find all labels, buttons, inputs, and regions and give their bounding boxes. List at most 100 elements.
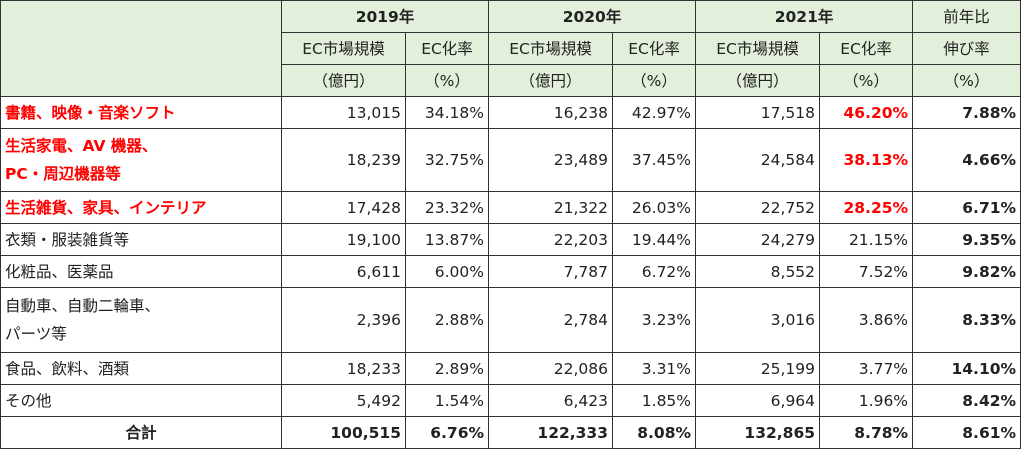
market-size-2019: 13,015 (281, 96, 406, 129)
ec-rate-2019: 13.87% (404, 223, 490, 256)
total-label: 合計 (0, 416, 282, 449)
ec-rate-2020: 19.44% (612, 223, 697, 256)
market-size-2020: 2,784 (488, 287, 614, 353)
total-ec-rate-2021: 8.78% (819, 416, 914, 449)
total-market-size-2020: 122,333 (488, 416, 614, 449)
market-size-header-2021: EC市場規模 (695, 32, 821, 65)
total-growth-rate: 8.61% (912, 416, 1022, 449)
growth-rate: 14.10% (912, 352, 1022, 385)
category-line-1: 生活家電、AV 機器、 (5, 137, 158, 155)
ec-market-table: 2019年 2020年 2021年 前年比 EC市場規模 EC化率 EC市場規模… (0, 0, 1022, 449)
ec-rate-2021: 3.86% (819, 287, 914, 353)
growth-rate: 9.35% (912, 223, 1022, 256)
ec-rate-2021: 7.52% (819, 255, 914, 288)
ec-rate-2019: 2.88% (404, 287, 490, 353)
market-size-2020: 22,203 (488, 223, 614, 256)
market-size-2019: 2,396 (281, 287, 406, 353)
total-ec-rate-2019: 6.76% (404, 416, 490, 449)
year-header-2021: 2021年 (695, 0, 914, 33)
ec-rate-2021: 21.15% (819, 223, 914, 256)
ec-rate-unit-2021: （%） (819, 64, 914, 97)
growth-rate: 8.33% (912, 287, 1022, 353)
market-size-2021: 22,752 (695, 191, 821, 224)
total-row: 合計 100,515 6.76% 122,333 8.08% 132,865 8… (0, 416, 1022, 449)
ec-rate-2021: 28.25% (819, 191, 914, 224)
growth-header-unit: （%） (912, 64, 1022, 97)
category-line-2: パーツ等 (5, 325, 67, 343)
market-size-2020: 22,086 (488, 352, 614, 385)
market-size-2020: 23,489 (488, 128, 614, 192)
market-size-2019: 6,611 (281, 255, 406, 288)
market-size-2020: 16,238 (488, 96, 614, 129)
market-size-2020: 21,322 (488, 191, 614, 224)
total-ec-rate-2020: 8.08% (612, 416, 697, 449)
ec-rate-unit-2020: （%） (612, 64, 697, 97)
category-cell: 生活雑貨、家具、インテリア (0, 191, 282, 224)
total-market-size-2021: 132,865 (695, 416, 821, 449)
ec-rate-2021: 1.96% (819, 384, 914, 417)
ec-rate-header-2020: EC化率 (612, 32, 697, 65)
category-cell: 書籍、映像・音楽ソフト (0, 96, 282, 129)
market-size-2020: 6,423 (488, 384, 614, 417)
table-row: 食品、飲料、酒類 18,233 2.89% 22,086 3.31% 25,19… (0, 352, 1022, 385)
market-size-2021: 24,279 (695, 223, 821, 256)
ec-rate-2019: 6.00% (404, 255, 490, 288)
ec-rate-unit-2019: （%） (404, 64, 490, 97)
ec-rate-header-2021: EC化率 (819, 32, 914, 65)
category-cell: 生活家電、AV 機器、 PC・周辺機器等 (0, 128, 282, 192)
ec-rate-header-2019: EC化率 (404, 32, 490, 65)
ec-rate-2019: 2.89% (404, 352, 490, 385)
ec-rate-2020: 3.31% (612, 352, 697, 385)
category-cell: 衣類・服装雑貨等 (0, 223, 282, 256)
category-line-2: PC・周辺機器等 (5, 165, 121, 183)
market-size-2021: 8,552 (695, 255, 821, 288)
total-market-size-2019: 100,515 (281, 416, 406, 449)
market-size-unit-2019: （億円） (281, 64, 406, 97)
growth-rate: 8.42% (912, 384, 1022, 417)
ec-rate-2020: 3.23% (612, 287, 697, 353)
ec-rate-2019: 23.32% (404, 191, 490, 224)
ec-rate-2020: 1.85% (612, 384, 697, 417)
table-row: 生活家電、AV 機器、 PC・周辺機器等 18,239 32.75% 23,489… (0, 128, 1022, 192)
market-size-2021: 17,518 (695, 96, 821, 129)
table-row: 自動車、自動二輪車、 パーツ等 2,396 2.88% 2,784 3.23% 3… (0, 287, 1022, 353)
growth-header-line1: 前年比 (912, 0, 1022, 33)
category-cell: 化粧品、医薬品 (0, 255, 282, 288)
market-size-2020: 7,787 (488, 255, 614, 288)
ec-rate-2021: 38.13% (819, 128, 914, 192)
growth-rate: 4.66% (912, 128, 1022, 192)
market-size-2019: 18,233 (281, 352, 406, 385)
market-size-2021: 25,199 (695, 352, 821, 385)
year-header-2020: 2020年 (488, 0, 697, 33)
market-size-unit-2020: （億円） (488, 64, 614, 97)
table-row: 化粧品、医薬品 6,611 6.00% 7,787 6.72% 8,552 7.… (0, 255, 1022, 288)
table-row: 衣類・服装雑貨等 19,100 13.87% 22,203 19.44% 24,… (0, 223, 1022, 256)
growth-rate: 6.71% (912, 191, 1022, 224)
table-row: その他 5,492 1.54% 6,423 1.85% 6,964 1.96% … (0, 384, 1022, 417)
market-size-2019: 18,239 (281, 128, 406, 192)
market-size-2021: 6,964 (695, 384, 821, 417)
year-header-2019: 2019年 (280, 0, 490, 33)
category-cell: 食品、飲料、酒類 (0, 352, 282, 385)
growth-header-line2: 伸び率 (912, 32, 1022, 65)
market-size-2019: 5,492 (281, 384, 406, 417)
market-size-2019: 17,428 (281, 191, 406, 224)
corner-header-cell (0, 0, 282, 97)
ec-rate-2019: 34.18% (404, 96, 490, 129)
table-row: 生活雑貨、家具、インテリア 17,428 23.32% 21,322 26.03… (0, 191, 1022, 224)
ec-rate-2020: 37.45% (612, 128, 697, 192)
table-row: 書籍、映像・音楽ソフト 13,015 34.18% 16,238 42.97% … (0, 96, 1022, 129)
market-size-unit-2021: （億円） (695, 64, 821, 97)
category-line-1: 自動車、自動二輪車、 (5, 297, 161, 315)
category-cell: その他 (0, 384, 282, 417)
growth-rate: 9.82% (912, 255, 1022, 288)
ec-rate-2019: 32.75% (404, 128, 490, 192)
growth-rate: 7.88% (912, 96, 1022, 129)
ec-rate-2020: 26.03% (612, 191, 697, 224)
ec-rate-2021: 46.20% (819, 96, 914, 129)
ec-rate-2020: 6.72% (612, 255, 697, 288)
market-size-header-2019: EC市場規模 (281, 32, 406, 65)
ec-rate-2020: 42.97% (612, 96, 697, 129)
market-size-2021: 24,584 (695, 128, 821, 192)
ec-rate-2021: 3.77% (819, 352, 914, 385)
